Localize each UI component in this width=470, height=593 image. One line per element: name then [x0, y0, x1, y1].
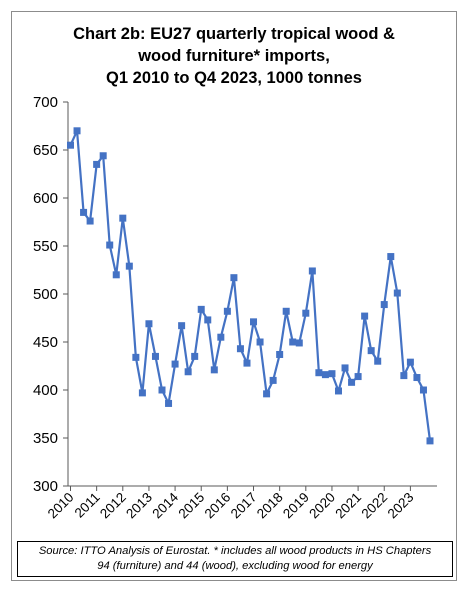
- data-point: [151, 352, 159, 360]
- data-point: [374, 357, 382, 365]
- y-tick-label: 600: [33, 190, 58, 207]
- data-point: [165, 399, 173, 407]
- data-point: [210, 366, 218, 374]
- y-tick-label: 650: [33, 142, 58, 159]
- data-point: [302, 309, 310, 317]
- x-tick-label: 2020: [306, 490, 338, 522]
- y-tick-label: 400: [33, 382, 58, 399]
- y-tick-label: 550: [33, 238, 58, 255]
- data-point: [276, 350, 284, 358]
- data-point: [99, 152, 107, 160]
- series-line: [69, 129, 432, 442]
- data-point: [256, 338, 264, 346]
- x-tick-label: 2011: [72, 490, 103, 521]
- data-point: [178, 322, 186, 330]
- y-tick-label: 500: [33, 286, 58, 303]
- data-point: [236, 345, 244, 353]
- data-point: [308, 267, 316, 275]
- data-point: [80, 208, 88, 216]
- chart-title-line-1: Chart 2b: EU27 quarterly tropical wood &: [73, 25, 395, 43]
- data-point: [367, 347, 375, 355]
- data-point: [243, 359, 251, 367]
- y-tick-label: 350: [33, 430, 58, 447]
- data-point: [158, 386, 166, 394]
- data-point: [263, 390, 271, 398]
- x-tick-label: 2021: [332, 490, 364, 522]
- x-tick-label: 2014: [149, 489, 181, 521]
- data-point: [230, 274, 238, 282]
- x-tick-label: 2017: [228, 490, 260, 522]
- data-point: [106, 241, 114, 249]
- data-point: [334, 387, 342, 395]
- data-point: [67, 141, 74, 149]
- y-tick-label: 700: [33, 94, 58, 111]
- data-point: [295, 339, 303, 347]
- data-point: [132, 353, 140, 361]
- data-point: [197, 305, 205, 313]
- data-point: [393, 289, 401, 297]
- data-point: [400, 372, 408, 380]
- chart-title-line-2: wood furniture* imports,: [138, 47, 330, 65]
- data-point: [282, 307, 290, 315]
- data-point: [328, 370, 336, 378]
- data-point: [73, 127, 81, 135]
- data-point: [145, 320, 153, 328]
- data-point: [204, 316, 212, 324]
- y-tick-label: 300: [33, 478, 58, 495]
- x-tick-label: 2015: [175, 490, 207, 522]
- data-point: [171, 360, 179, 368]
- data-point: [380, 301, 388, 309]
- x-tick-label: 2022: [359, 490, 391, 522]
- data-point: [250, 318, 258, 326]
- chart-title-line-3: Q1 2010 to Q4 2023, 1000 tonnes: [106, 69, 362, 87]
- data-point: [119, 214, 127, 222]
- data-point: [269, 376, 277, 384]
- data-point: [419, 386, 427, 394]
- data-point: [406, 358, 414, 366]
- data-point: [223, 307, 231, 315]
- data-point: [361, 312, 369, 320]
- chart-title: Chart 2b: EU27 quarterly tropical wood &…: [11, 23, 457, 89]
- data-point: [289, 338, 297, 346]
- x-tick-label: 2018: [254, 490, 286, 522]
- data-point: [138, 389, 146, 397]
- x-tick-label: 2023: [385, 490, 417, 522]
- x-tick-label: 2019: [280, 490, 312, 522]
- data-point: [426, 437, 434, 445]
- data-point: [413, 374, 421, 382]
- data-point: [125, 262, 133, 270]
- data-point: [315, 369, 323, 377]
- data-point: [387, 253, 395, 261]
- data-point: [341, 364, 349, 372]
- data-point: [217, 333, 225, 341]
- data-point: [93, 160, 101, 168]
- y-tick-label: 450: [33, 334, 58, 351]
- data-point: [354, 373, 362, 381]
- source-note: Source: ITTO Analysis of Eurostat. * inc…: [17, 541, 453, 577]
- data-point: [86, 217, 94, 225]
- data-point: [112, 271, 120, 279]
- source-note-line-2: 94 (furniture) and 44 (wood), excluding …: [97, 560, 373, 572]
- x-tick-label: 2012: [97, 490, 129, 522]
- data-point: [348, 378, 356, 386]
- source-note-line-1: Source: ITTO Analysis of Eurostat. * inc…: [38, 545, 432, 557]
- data-point: [184, 368, 192, 376]
- x-tick-label: 2013: [123, 490, 155, 522]
- data-point: [321, 371, 329, 379]
- x-tick-label: 2016: [202, 490, 234, 522]
- data-point: [191, 352, 199, 360]
